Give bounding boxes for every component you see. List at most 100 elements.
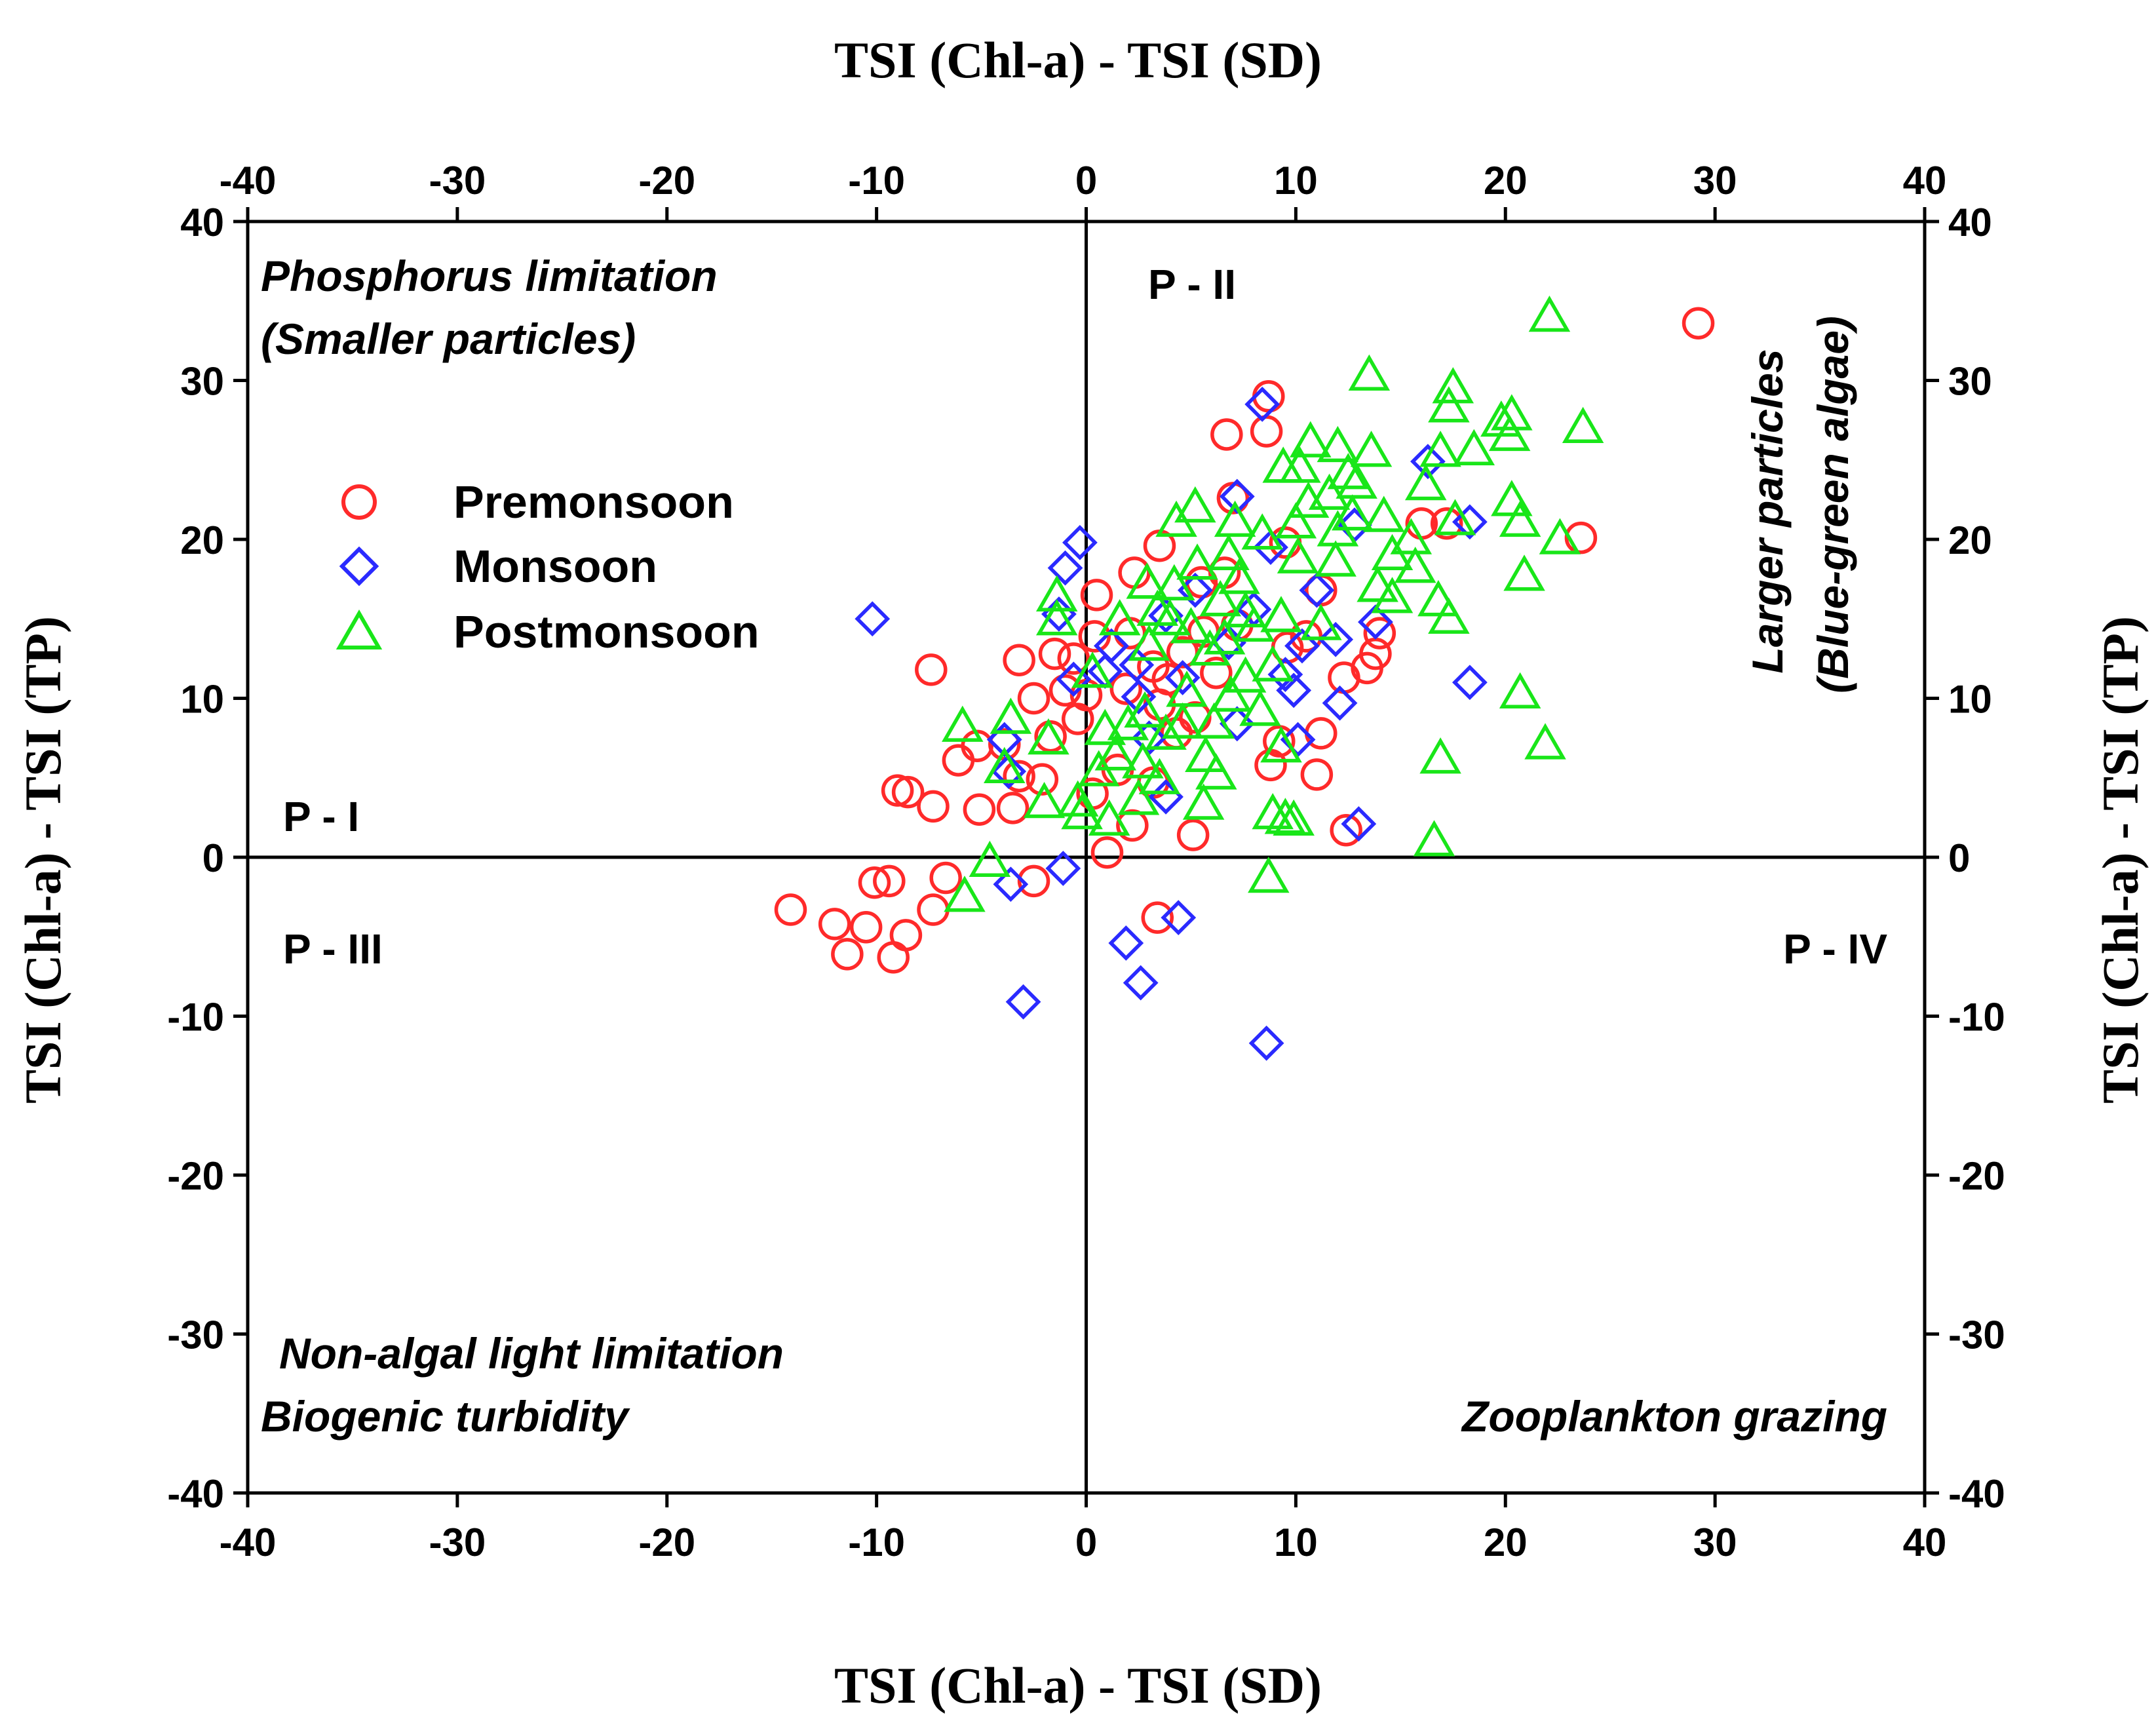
monsoon-point (1341, 806, 1377, 842)
x-tick-label-top: 40 (1903, 159, 1947, 203)
zooplankton-grazing-label: Zooplankton grazing (1461, 1392, 1887, 1441)
premonsoon-point (917, 790, 950, 823)
premonsoon-point (1200, 656, 1233, 689)
legend-postmonsoon-marker (336, 609, 383, 649)
postmonsoon-point (983, 746, 1026, 783)
postmonsoon-point (1528, 295, 1571, 332)
y-tick-label-left: -40 (167, 1472, 224, 1516)
premonsoon-point (1026, 763, 1059, 796)
x-tick-label-top: -30 (429, 159, 486, 203)
non-algal-light-limitation-label: Non-algal light limitation (279, 1329, 784, 1378)
postmonsoon-point (1350, 431, 1393, 467)
postmonsoon-point (1071, 651, 1113, 688)
legend: Premonsoon Monsoon Postmonsoon (336, 476, 760, 657)
premonsoon-point (1017, 682, 1050, 715)
axes-group: -40-40-30-30-20-20-10-100010102020303040… (167, 159, 2005, 1564)
postmonsoon-point (1336, 462, 1377, 499)
premonsoon-point (858, 866, 891, 899)
x-tick-label-bottom: -20 (638, 1520, 695, 1564)
monsoon-point (991, 754, 1027, 789)
y-tick-label-left: -10 (167, 996, 224, 1039)
postmonsoon-point (1348, 354, 1391, 391)
legend-monsoon-marker (339, 546, 379, 587)
postmonsoon-point (1524, 723, 1566, 760)
larger-particles-label: Larger particles (1743, 349, 1792, 673)
y-tick-label-right: 10 (1948, 678, 1992, 722)
postmonsoon-point (1390, 518, 1433, 554)
postmonsoon-point (990, 697, 1032, 734)
postmonsoon-point (1357, 566, 1398, 602)
x-tick-label-top: 0 (1075, 159, 1097, 203)
monsoon-point (1244, 386, 1280, 422)
premonsoon-point (1210, 418, 1243, 451)
monsoon-point (1299, 572, 1335, 608)
y-tick-label-left: 20 (180, 518, 224, 562)
postmonsoon-point (1260, 726, 1302, 763)
postmonsoon-point (1252, 793, 1294, 830)
postmonsoon-point (1077, 750, 1120, 786)
monsoon-point (1045, 851, 1081, 886)
x-tick-label-bottom: -40 (220, 1520, 277, 1564)
postmonsoon-point (1315, 540, 1357, 577)
postmonsoon-point (1214, 500, 1256, 537)
monsoon-point (1047, 550, 1083, 586)
postmonsoon-point (1262, 446, 1304, 483)
y-axis-title-left: TSI (Chl-a) - TSI (TP) (14, 616, 71, 1104)
x-tick-label-bottom: -30 (429, 1520, 486, 1564)
premonsoon-point (1090, 836, 1124, 869)
premonsoon-point (996, 792, 1030, 824)
postmonsoon-point (1208, 533, 1250, 570)
x-tick-label-top: 10 (1274, 159, 1318, 203)
postmonsoon-point (1562, 406, 1604, 443)
postmonsoon-point (1224, 656, 1267, 693)
postmonsoon-point (1136, 589, 1179, 626)
premonsoon-point (1057, 642, 1090, 675)
postmonsoon-point (1331, 494, 1374, 531)
monsoon-point (1410, 444, 1446, 480)
x-tick-label-top: -40 (220, 159, 277, 203)
y-tick-label-left: 10 (180, 678, 224, 722)
premonsoon-point (891, 775, 925, 809)
x-tick-label-bottom: -10 (848, 1520, 905, 1564)
postmonsoon-point (1084, 708, 1126, 745)
postmonsoon-point (1241, 513, 1283, 550)
postmonsoon-point (1203, 618, 1246, 655)
monsoon-point (1005, 984, 1041, 1020)
premonsoon-point (1682, 307, 1715, 339)
monsoon-point (1108, 925, 1144, 961)
premonsoon-point (849, 910, 883, 944)
premonsoon-point (1137, 650, 1170, 683)
postmonsoon-point (1182, 783, 1225, 820)
postmonsoon-point (1149, 599, 1191, 636)
data-points (774, 295, 1715, 1061)
premonsoon-point (1290, 620, 1323, 653)
premonsoon-point (1250, 415, 1283, 448)
postmonsoon-point (1503, 554, 1545, 591)
postmonsoon-point (1185, 735, 1227, 772)
premonsoon-point (1061, 703, 1094, 735)
premonsoon-point (774, 893, 807, 926)
y-tick-label-left: -30 (167, 1313, 224, 1357)
y-tick-label-right: -30 (1948, 1313, 2005, 1357)
x-tick-label-top: 20 (1484, 159, 1528, 203)
postmonsoon-point (969, 840, 1011, 878)
postmonsoon-point (1252, 645, 1294, 682)
postmonsoon-point (1174, 486, 1216, 523)
monsoon-point (1452, 504, 1488, 540)
postmonsoon-point (1145, 713, 1187, 750)
quadrant-p1-label: P - I (283, 793, 359, 840)
y-tick-label-right: -10 (1948, 996, 2005, 1039)
postmonsoon-point (1056, 780, 1099, 817)
postmonsoon-point (1290, 421, 1332, 457)
postmonsoon-point (1317, 425, 1359, 463)
premonsoon-point (1300, 758, 1334, 791)
postmonsoon-point (1300, 604, 1342, 640)
phosphorus-limitation-label: Phosphorus limitation (261, 252, 718, 300)
premonsoon-point (929, 861, 962, 895)
monsoon-point (986, 722, 1022, 758)
premonsoon-point (917, 893, 950, 926)
smaller-particles-label: (Smaller particles) (261, 315, 636, 363)
postmonsoon-point (1122, 742, 1164, 779)
monsoon-point (1056, 661, 1092, 697)
premonsoon-point (963, 793, 996, 826)
